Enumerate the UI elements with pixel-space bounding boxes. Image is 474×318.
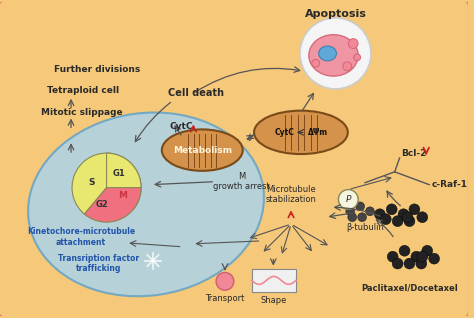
Text: Further divisions: Further divisions bbox=[54, 65, 140, 74]
Text: Kinetochore-microtubule
attachment: Kinetochore-microtubule attachment bbox=[27, 227, 135, 247]
Circle shape bbox=[404, 216, 415, 227]
Text: M: M bbox=[118, 191, 127, 200]
Circle shape bbox=[343, 62, 352, 71]
Wedge shape bbox=[107, 153, 141, 188]
Text: Cell death: Cell death bbox=[168, 88, 224, 98]
Text: Tetraploid cell: Tetraploid cell bbox=[47, 86, 119, 95]
Ellipse shape bbox=[254, 111, 348, 154]
Text: CytC: CytC bbox=[170, 122, 193, 131]
Wedge shape bbox=[72, 153, 107, 214]
Circle shape bbox=[387, 251, 398, 262]
Circle shape bbox=[354, 54, 361, 61]
Text: G1: G1 bbox=[113, 169, 126, 178]
Text: G2: G2 bbox=[95, 200, 108, 209]
Circle shape bbox=[428, 253, 439, 264]
Circle shape bbox=[399, 245, 410, 256]
Text: Transription factor
trafficking: Transription factor trafficking bbox=[58, 254, 139, 273]
Circle shape bbox=[398, 209, 409, 220]
Circle shape bbox=[380, 214, 391, 225]
Ellipse shape bbox=[28, 113, 264, 296]
Text: Paclitaxel/Docetaxel: Paclitaxel/Docetaxel bbox=[361, 284, 458, 293]
Wedge shape bbox=[84, 188, 141, 222]
Circle shape bbox=[348, 38, 358, 48]
Circle shape bbox=[404, 258, 415, 269]
Text: CytC: CytC bbox=[274, 128, 294, 137]
Text: P: P bbox=[346, 195, 351, 204]
FancyBboxPatch shape bbox=[252, 268, 296, 292]
Text: β-tubulin: β-tubulin bbox=[346, 223, 384, 232]
Circle shape bbox=[386, 204, 397, 215]
Circle shape bbox=[422, 245, 433, 256]
Ellipse shape bbox=[319, 46, 337, 61]
Circle shape bbox=[365, 207, 374, 216]
Circle shape bbox=[417, 212, 428, 223]
Ellipse shape bbox=[162, 129, 243, 171]
Text: S: S bbox=[89, 178, 95, 187]
Text: c-Raf-1: c-Raf-1 bbox=[431, 180, 467, 189]
Text: Apoptosis: Apoptosis bbox=[304, 9, 366, 19]
Circle shape bbox=[416, 258, 427, 269]
Text: Mitotic slippage: Mitotic slippage bbox=[41, 108, 123, 117]
Text: Bcl-2: Bcl-2 bbox=[401, 149, 427, 158]
Circle shape bbox=[402, 212, 413, 223]
Text: Metabolism: Metabolism bbox=[173, 146, 232, 155]
Circle shape bbox=[392, 216, 403, 227]
Circle shape bbox=[312, 59, 319, 67]
Text: M
growth arrest: M growth arrest bbox=[213, 172, 270, 191]
Circle shape bbox=[392, 258, 403, 269]
Circle shape bbox=[216, 273, 234, 290]
Wedge shape bbox=[107, 153, 141, 210]
Circle shape bbox=[409, 204, 420, 215]
Ellipse shape bbox=[309, 35, 358, 76]
Circle shape bbox=[374, 209, 385, 220]
Circle shape bbox=[358, 213, 366, 222]
Text: ΔΨm: ΔΨm bbox=[308, 128, 328, 137]
Circle shape bbox=[417, 251, 428, 262]
Text: Shape: Shape bbox=[260, 296, 286, 305]
Circle shape bbox=[356, 202, 365, 211]
Circle shape bbox=[300, 18, 371, 89]
Circle shape bbox=[338, 190, 358, 209]
Circle shape bbox=[411, 251, 422, 262]
Text: Microtubule
stabilization: Microtubule stabilization bbox=[265, 185, 317, 204]
Circle shape bbox=[346, 207, 355, 216]
Text: Transport: Transport bbox=[205, 294, 245, 303]
Circle shape bbox=[348, 213, 356, 222]
